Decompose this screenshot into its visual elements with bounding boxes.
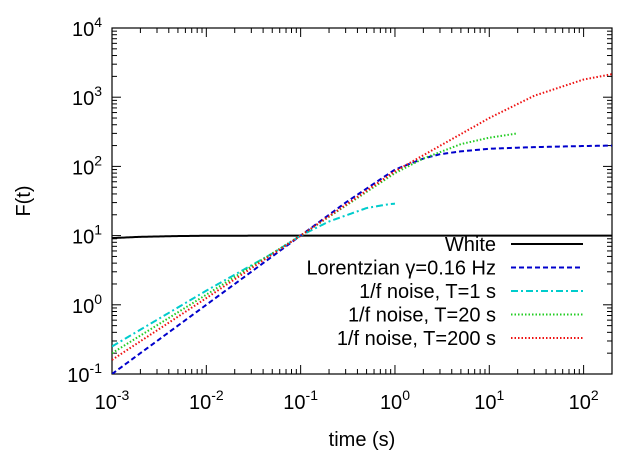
x-tick-label: 10-3 <box>95 387 130 414</box>
y-tick-labels: 10-1 100 101 102 103 104 <box>67 14 102 387</box>
legend-label: 1/f noise, T=1 s <box>359 281 496 303</box>
x-tick-label: 101 <box>474 387 504 414</box>
y-tick-label: 101 <box>72 222 102 249</box>
y-tick-label: 10-1 <box>67 360 102 387</box>
y-tick-label: 103 <box>72 83 102 110</box>
legend-label: 1/f noise, T=20 s <box>348 305 496 327</box>
legend-label: 1/f noise, T=200 s <box>337 328 496 350</box>
plot-frame <box>111 27 613 375</box>
series-line <box>112 234 612 240</box>
legend-label: Lorentzian γ=0.16 Hz <box>306 258 496 280</box>
y-axis-label: F(t) <box>13 185 35 216</box>
legend-label: White <box>445 234 496 256</box>
y-tick-label: 102 <box>72 152 102 179</box>
x-tick-label: 102 <box>569 387 599 414</box>
y-tick-label: 104 <box>72 14 102 41</box>
series-line <box>112 202 396 348</box>
x-tick-label: 10-1 <box>283 387 318 414</box>
x-tick-label: 10-2 <box>189 387 224 414</box>
x-tick-labels: 10-3 10-2 10-1 100 101 102 <box>95 387 599 414</box>
x-tick-label: 100 <box>380 387 410 414</box>
series-lines <box>112 73 612 374</box>
x-axis-label: time (s) <box>329 429 396 451</box>
y-tick-label: 100 <box>72 291 102 318</box>
